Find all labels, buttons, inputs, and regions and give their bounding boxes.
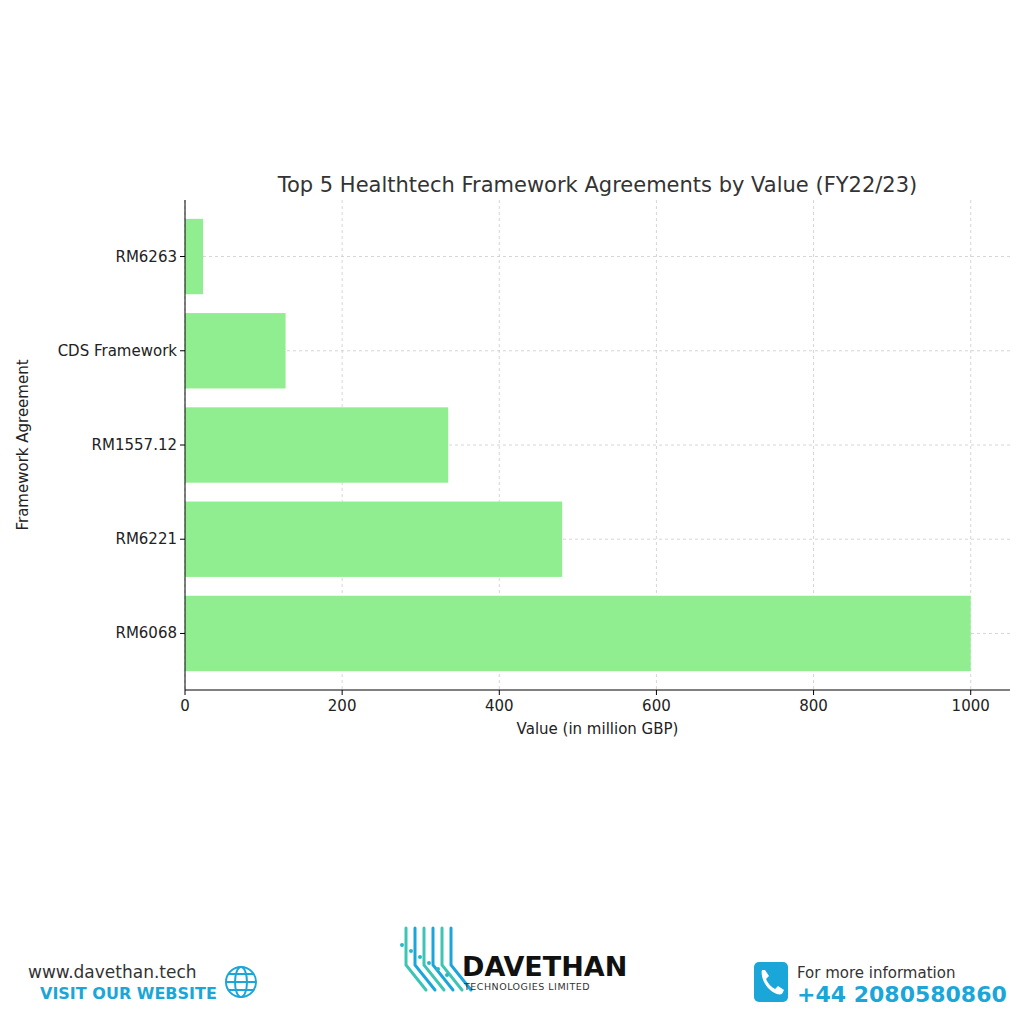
brand-sub: TECHNOLOGIES LIMITED <box>463 981 590 992</box>
grid-line-y <box>185 256 1010 257</box>
y-tick <box>180 350 185 351</box>
footer-website-cta: VISIT OUR WEBSITE <box>40 984 217 1003</box>
x-tick-label: 600 <box>642 697 671 715</box>
phone-icon <box>754 962 788 1002</box>
y-tick <box>180 256 185 257</box>
chart-title: Top 5 Healthtech Framework Agreements by… <box>277 173 918 197</box>
y-tick-label: RM6263 <box>115 248 177 266</box>
y-tick <box>180 633 185 634</box>
bars <box>185 219 971 671</box>
x-axis-line <box>185 690 1010 691</box>
y-tick-label: RM6068 <box>115 624 177 642</box>
y-tick <box>180 445 185 446</box>
x-tick <box>185 690 186 695</box>
footer-website: www.davethan.tech <box>28 962 197 982</box>
bar <box>185 502 562 577</box>
x-tick <box>499 690 500 695</box>
x-tick-label: 400 <box>485 697 514 715</box>
y-axis-label: Framework Agreement <box>14 359 32 530</box>
contact-label: For more information <box>797 964 955 982</box>
y-tick-label: RM6221 <box>115 530 177 548</box>
x-tick-label: 800 <box>799 697 828 715</box>
footer: www.davethan.tech VISIT OUR WEBSITE DAVETH… <box>28 928 1007 1007</box>
grid <box>185 200 1010 690</box>
x-tick <box>970 690 971 695</box>
bar <box>185 219 203 294</box>
chart-svg: 0 200 400 600 800 1000 RM6068 RM6221 RM1557.12 CD… <box>0 0 1024 1024</box>
page: 0 200 400 600 800 1000 RM6068 RM6221 RM1557.12 CD… <box>0 0 1024 1024</box>
contact-phone: +44 2080580860 <box>797 982 1007 1007</box>
bar <box>185 407 448 482</box>
x-axis-label: Value (in million GBP) <box>517 720 679 738</box>
grid-line-y <box>185 350 1010 351</box>
x-tick <box>342 690 343 695</box>
globe-icon <box>226 967 256 997</box>
x-tick-label: 200 <box>328 697 357 715</box>
bar <box>185 596 971 671</box>
bar <box>185 313 286 388</box>
x-tick <box>656 690 657 695</box>
y-tick-label: CDS Framework <box>58 342 178 360</box>
y-tick <box>180 539 185 540</box>
x-tick <box>813 690 814 695</box>
x-tick-label: 0 <box>180 697 190 715</box>
x-tick-label: 1000 <box>952 697 990 715</box>
logo-icon <box>400 928 471 990</box>
brand-name: DAVETHAN <box>462 951 627 982</box>
y-tick-label: RM1557.12 <box>92 436 177 454</box>
